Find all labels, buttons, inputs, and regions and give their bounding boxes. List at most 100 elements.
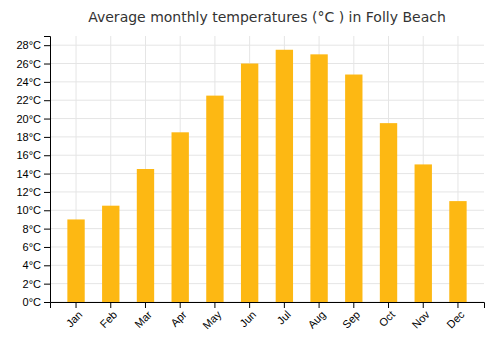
bar — [206, 96, 223, 302]
tick-mark — [44, 210, 50, 211]
grid — [50, 36, 484, 302]
tick-label: 18°C — [16, 131, 41, 143]
grid-line — [50, 45, 484, 46]
tick-label: 26°C — [16, 58, 41, 70]
tick-label: Sep — [340, 308, 362, 330]
tick-mark — [145, 302, 146, 308]
grid-line — [50, 63, 484, 64]
tick-label: 6°C — [23, 241, 42, 253]
axis-line — [44, 37, 51, 303]
tick-mark — [423, 302, 424, 308]
tick-label: Jan — [64, 308, 85, 329]
x-axis: Jan Feb Mar Apr May Jun Jul Aug Sep Oct Nov Dec — [51, 302, 485, 331]
grid-line — [50, 155, 484, 156]
tick-label: Apr — [168, 308, 189, 329]
tick: Nov — [409, 302, 432, 331]
tick-label: 10°C — [16, 204, 41, 216]
tick-mark — [110, 302, 111, 308]
tick: Feb — [97, 302, 119, 330]
tick-label: 20°C — [16, 113, 41, 125]
tick: 2°C — [23, 278, 50, 290]
tick-mark — [44, 192, 50, 193]
tick: Jul — [274, 302, 292, 327]
tick-mark — [44, 302, 50, 303]
tick-mark — [44, 174, 50, 175]
axis-line — [51, 303, 485, 309]
tick: 16°C — [16, 149, 50, 161]
tick: Oct — [376, 302, 397, 329]
tick: 20°C — [16, 113, 50, 125]
tick-mark — [388, 302, 389, 308]
bar — [241, 64, 258, 302]
tick-label: 8°C — [23, 223, 42, 235]
tick-label: 28°C — [16, 39, 41, 51]
y-axis: 0°C 2°C 4°C 6°C 8°C 10°C 12°C 14°C 16°C 18°C 20°C 2… — [16, 37, 50, 309]
tick-mark — [457, 302, 458, 308]
tick-mark — [44, 137, 50, 138]
tick: Jun — [237, 302, 258, 329]
tick: 26°C — [16, 58, 50, 70]
grid-line — [50, 100, 484, 101]
tick-label: 24°C — [16, 76, 41, 88]
tick: Aug — [305, 302, 327, 331]
bar — [380, 123, 397, 302]
tick: 28°C — [16, 39, 50, 51]
tick-label: Jun — [237, 308, 258, 329]
tick-mark — [319, 302, 320, 308]
tick: 12°C — [16, 186, 50, 198]
bar — [345, 75, 362, 302]
tick-label: Mar — [132, 308, 154, 330]
tick-mark — [44, 155, 50, 156]
tick-mark — [44, 247, 50, 248]
tick: 24°C — [16, 76, 50, 88]
tick-label: Feb — [97, 308, 119, 330]
tick: 22°C — [16, 94, 50, 106]
tick-mark — [284, 302, 285, 308]
tick-mark — [249, 302, 250, 308]
tick-label: 4°C — [23, 259, 42, 271]
tick-mark — [353, 302, 354, 308]
bar — [102, 206, 119, 302]
bars — [67, 50, 466, 302]
tick-label: 14°C — [16, 168, 41, 180]
tick-label: 12°C — [16, 186, 41, 198]
tick-label: 2°C — [23, 278, 42, 290]
bar — [276, 50, 293, 302]
tick-label: 16°C — [16, 149, 41, 161]
tick: Apr — [168, 302, 189, 329]
tick-label: 0°C — [23, 296, 42, 308]
tick: May — [200, 302, 224, 331]
tick-mark — [44, 119, 50, 120]
tick-label: Dec — [444, 308, 467, 331]
tick: 10°C — [16, 204, 50, 216]
tick-mark — [214, 302, 215, 308]
tick: 6°C — [23, 241, 50, 253]
grid-line — [50, 81, 484, 82]
tick-label: May — [200, 308, 224, 332]
tick-mark — [44, 284, 50, 285]
plot: Jan Feb Mar Apr May Jun Jul Aug Sep Oct Nov Dec 0°C 2… — [16, 36, 484, 331]
grid-line — [50, 136, 484, 137]
tick-label: Nov — [409, 308, 432, 331]
tick: Dec — [444, 302, 467, 331]
title: Average monthly temperatures (°C ) in Fo… — [88, 9, 446, 25]
tick-label: Jul — [274, 308, 292, 326]
bar — [67, 219, 84, 302]
tick-mark — [44, 82, 50, 83]
tick-mark — [44, 64, 50, 65]
tick-mark — [180, 302, 181, 308]
tick: 0°C — [23, 296, 50, 308]
bar — [137, 169, 154, 302]
tick-label: Aug — [305, 308, 327, 330]
chart: Jan Feb Mar Apr May Jun Jul Aug Sep Oct Nov Dec 0°C 2… — [0, 0, 500, 350]
bar — [415, 164, 432, 302]
tick: 18°C — [16, 131, 50, 143]
bar — [449, 201, 466, 302]
tick-mark — [44, 229, 50, 230]
tick: 14°C — [16, 168, 50, 180]
tick: Sep — [340, 302, 362, 331]
tick-mark — [76, 302, 77, 308]
bar — [310, 54, 327, 302]
tick: 4°C — [23, 259, 50, 271]
grid-line — [50, 118, 484, 119]
